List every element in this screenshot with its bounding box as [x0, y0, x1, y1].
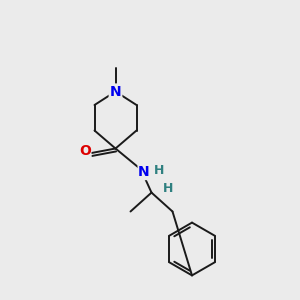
Text: N: N	[110, 85, 121, 98]
Text: N: N	[138, 166, 150, 179]
Text: O: O	[79, 144, 91, 158]
Text: H: H	[154, 164, 164, 177]
Text: H: H	[163, 182, 173, 196]
